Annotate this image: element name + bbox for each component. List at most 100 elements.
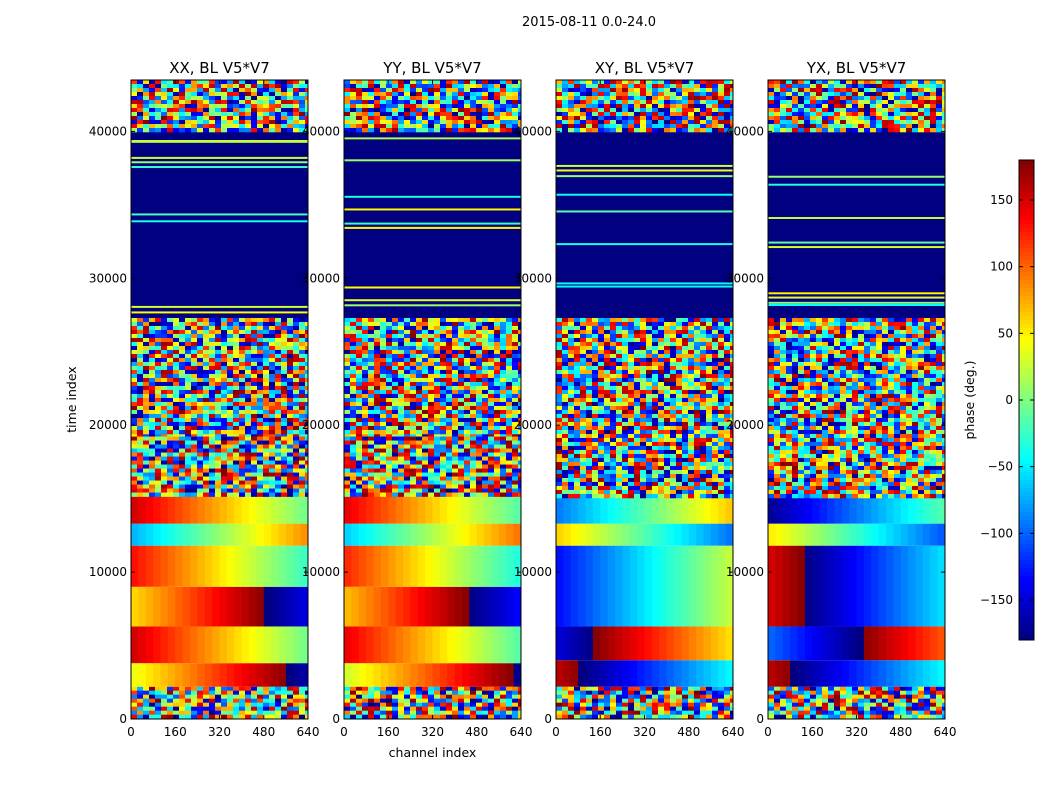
y-tick-label: 10000 [514, 565, 552, 579]
colorbar-segment [1019, 344, 1034, 349]
x-tick-label: 320 [633, 725, 656, 739]
heatmap-band-8 [768, 80, 945, 133]
heatmap-band-3 [131, 586, 308, 627]
y-tick-label: 0 [756, 712, 764, 726]
colorbar-segment [1019, 452, 1034, 457]
colorbar-segment [1019, 556, 1034, 561]
colorbar-segment [1019, 236, 1034, 241]
colorbar-segment [1019, 456, 1034, 461]
colorbar-segment [1019, 336, 1034, 341]
colorbar-segment [1019, 400, 1034, 405]
panels: 0 160 320 480 640 0 10000 20000 30000 40000 XX, BL… [64, 59, 956, 760]
heatmap-band-10 [131, 80, 308, 133]
colorbar-segment [1019, 300, 1034, 305]
heatmap-band-8 [344, 317, 521, 435]
y-tick-label: 40000 [726, 124, 764, 138]
colorbar-segment [1019, 332, 1034, 337]
colorbar-segment [1019, 272, 1034, 277]
colorbar-segment [1019, 364, 1034, 369]
colorbar-tick-label: 100 [990, 260, 1013, 274]
x-tick-label: 0 [552, 725, 560, 739]
heatmap-band-6 [768, 317, 945, 499]
x-tick-label: 0 [340, 725, 348, 739]
x-tick-label: 160 [589, 725, 612, 739]
colorbar-segment [1019, 316, 1034, 321]
colorbar-tick-label: 150 [990, 193, 1013, 207]
colorbar-segment [1019, 268, 1034, 273]
colorbar-segment [1019, 636, 1034, 641]
colorbar-segment [1019, 576, 1034, 581]
colorbar-segment [1019, 228, 1034, 233]
colorbar-segment [1019, 232, 1034, 237]
heatmap-band-3 [768, 545, 945, 627]
y-tick-label: 10000 [302, 565, 340, 579]
y-tick-label: 20000 [514, 418, 552, 432]
colorbar-segment [1019, 360, 1034, 365]
colorbar-segment [1019, 548, 1034, 553]
y-tick-label: 30000 [726, 271, 764, 285]
colorbar-segment [1019, 308, 1034, 313]
x-axis-label: channel index [389, 745, 477, 760]
colorbar-segment [1019, 348, 1034, 353]
colorbar-segment [1019, 484, 1034, 489]
x-tick-label: 480 [889, 725, 912, 739]
y-axis-label: time index [64, 366, 79, 432]
heatmap [344, 80, 521, 719]
colorbar-segment [1019, 192, 1034, 197]
colorbar-segment [1019, 380, 1034, 385]
heatmap-band-1 [131, 663, 308, 687]
colorbar-segment [1019, 488, 1034, 493]
colorbar-segment [1019, 188, 1034, 193]
heatmap-band-8 [556, 80, 733, 133]
y-tick-label: 30000 [514, 271, 552, 285]
x-tick-label: 320 [208, 725, 231, 739]
colorbar-segment [1019, 624, 1034, 629]
colorbar-segment [1019, 632, 1034, 637]
heatmap-band-7 [556, 128, 733, 318]
colorbar-segment [1019, 224, 1034, 229]
heatmap-band-9 [131, 128, 308, 318]
y-tick-label: 0 [119, 712, 127, 726]
colorbar-segment [1019, 200, 1034, 205]
colorbar-segment [1019, 264, 1034, 269]
panel-title: YX, BL V5*V7 [806, 59, 907, 77]
colorbar-segment [1019, 592, 1034, 597]
colorbar-segment [1019, 252, 1034, 257]
colorbar-segment [1019, 552, 1034, 557]
colorbar-segment [1019, 304, 1034, 309]
heatmap-band-6 [344, 495, 521, 524]
colorbar-segment [1019, 540, 1034, 545]
colorbar-segment [1019, 620, 1034, 625]
colorbar-segment [1019, 616, 1034, 621]
panel-title: YY, BL V5*V7 [382, 59, 481, 77]
colorbar-segment [1019, 528, 1034, 533]
heatmap-band-5 [344, 523, 521, 546]
colorbar-segment [1019, 296, 1034, 301]
heatmap-band-3 [556, 545, 733, 627]
heatmap-band-0 [556, 686, 733, 719]
colorbar-label: phase (deg.) [962, 361, 977, 440]
colorbar-segment [1019, 256, 1034, 261]
colorbar-segment [1019, 180, 1034, 185]
heatmap-band-4 [131, 545, 308, 587]
heatmap-band-3 [344, 586, 521, 627]
x-tick-label: 640 [934, 725, 957, 739]
colorbar-segment [1019, 260, 1034, 265]
colorbar-segment [1019, 444, 1034, 449]
heatmap [768, 80, 945, 719]
heatmap-band-4 [768, 523, 945, 546]
colorbar-segment [1019, 220, 1034, 225]
colorbar-segment [1019, 372, 1034, 377]
colorbar-segment [1019, 580, 1034, 585]
heatmap [131, 80, 308, 719]
colorbar-segment [1019, 184, 1034, 189]
colorbar-segment [1019, 320, 1034, 325]
x-tick-label: 640 [297, 725, 320, 739]
y-tick-label: 10000 [89, 565, 127, 579]
panel-3: 0 160 320 480 640 0 10000 20000 30000 40000 XY, BL… [514, 59, 745, 739]
heatmap-band-0 [131, 686, 308, 719]
colorbar-segment [1019, 428, 1034, 433]
panel-2: 0 160 320 480 640 0 10000 20000 30000 40000 YY, BL… [302, 59, 533, 760]
colorbar-segment [1019, 368, 1034, 373]
